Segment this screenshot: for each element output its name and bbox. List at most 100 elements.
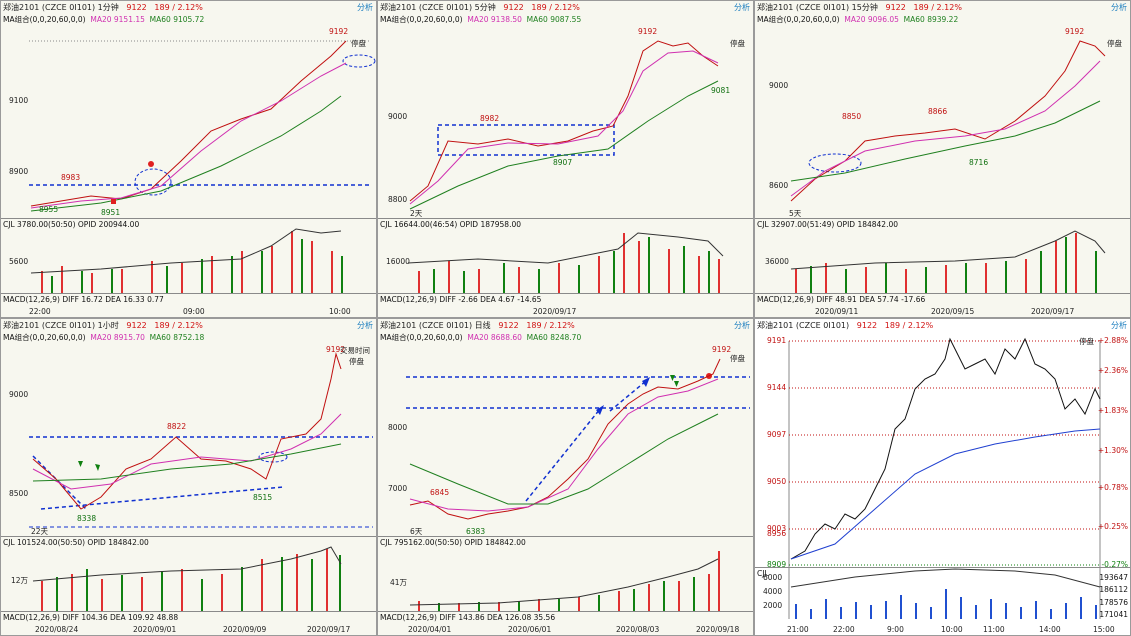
- high-label: 9192: [712, 345, 732, 354]
- period-label[interactable]: 1小时: [97, 321, 119, 330]
- last-price: 9122: [126, 3, 147, 12]
- y-tick: 9191: [767, 336, 787, 345]
- high-label: 9192: [1065, 27, 1085, 36]
- price-mark: 8983: [61, 173, 81, 182]
- price-mark: 8338: [77, 514, 97, 523]
- chart-canvas: [406, 358, 750, 611]
- panel-header: 郑油2101 (CZCE 0I101) 日线 9122 189 / 2.12%: [380, 320, 751, 331]
- x-date: 2020/09/18: [696, 625, 740, 634]
- x-time: 22:00: [833, 625, 855, 634]
- pct-tick: +1.30%: [1097, 446, 1128, 455]
- symbol-name: 郑油2101: [3, 3, 40, 12]
- x-time: 15:00: [1093, 625, 1115, 634]
- status-tag: 停盘: [730, 39, 745, 48]
- vol-tick: 6000: [763, 573, 783, 582]
- high-label: 9192: [638, 27, 658, 36]
- symbol-code: (CZCE 0I101): [41, 3, 96, 12]
- range-tag: 5天: [789, 209, 802, 218]
- price-mark: 8866: [928, 107, 948, 116]
- ma-legend: MA组合(0,0,20,60,0,0) MA20 8915.70 MA60 87…: [3, 332, 204, 342]
- vol-tick: 41万: [390, 578, 408, 587]
- analysis-icon[interactable]: 分析: [357, 321, 373, 330]
- macd-header: MACD(12,26,9) DIFF 48.91 DEA 57.74 -17.6…: [757, 295, 926, 304]
- analysis-icon[interactable]: 分析: [1111, 321, 1127, 330]
- ma20-value: MA20 9096.05: [844, 15, 899, 24]
- panel-header: 郑油2101 (CZCE 0I101) 1分钟 9122 189 / 2.12%: [3, 2, 374, 13]
- price-mark: 8951: [101, 208, 121, 217]
- ma-legend: MA组合(0,0,20,60,0,0) MA20 8688.60 MA60 82…: [380, 332, 581, 342]
- ma20-value: MA20 8688.60: [467, 333, 522, 342]
- analysis-icon[interactable]: 分析: [734, 321, 750, 330]
- chart-panel-1hour[interactable]: 郑油2101 (CZCE 0I101) 1小时 9122 189 / 2.12%…: [0, 318, 377, 636]
- y-tick: 8900: [9, 167, 29, 176]
- analysis-icon[interactable]: 分析: [1111, 3, 1127, 12]
- range-tag: 2天: [410, 209, 423, 218]
- price-mark: 8907: [553, 158, 573, 167]
- y-tick: 7000: [388, 484, 408, 493]
- y-tick: 8500: [9, 489, 29, 498]
- pct-tick: +2.36%: [1097, 366, 1128, 375]
- symbol-name: 郑油2101: [380, 3, 417, 12]
- y-tick: 9144: [767, 383, 787, 392]
- price-mark: 8716: [969, 158, 989, 167]
- macd-header: MACD(12,26,9) DIFF 143.86 DEA 126.08 35.…: [380, 613, 556, 622]
- ma60-value: MA60 8939.22: [903, 15, 959, 24]
- panel-header: 郑油2101 (CZCE 0I101) 1小时 9122 189 / 2.12%: [3, 320, 374, 331]
- price-mark: 6383: [466, 527, 486, 536]
- analysis-icon[interactable]: 分析: [357, 3, 373, 12]
- ma-legend: MA组合(0,0,20,60,0,0) MA20 9151.15 MA60 91…: [3, 14, 204, 24]
- period-label[interactable]: 日线: [474, 321, 491, 330]
- volume-header: CJL 101524.00(50:50) OPID 184842.00: [3, 538, 149, 547]
- chart-panel-15min[interactable]: 郑油2101 (CZCE 0I101) 15分钟 9122 189 / 2.12…: [754, 0, 1131, 318]
- last-price: 9122: [498, 321, 519, 330]
- y-tick: 9050: [767, 477, 787, 486]
- price-change: 189 / 2.12%: [913, 3, 962, 12]
- ma-label: MA组合(0,0,20,60,0,0): [757, 15, 840, 24]
- vol-tick: 12万: [11, 576, 29, 585]
- price-change: 189 / 2.12%: [154, 321, 203, 330]
- x-time: 10:00: [941, 625, 963, 634]
- period-label[interactable]: 15分钟: [851, 3, 878, 12]
- vol-tick: 5600: [9, 257, 29, 266]
- x-date: 2020/06/01: [508, 625, 552, 634]
- y-tick: 8800: [388, 195, 408, 204]
- analysis-icon[interactable]: 分析: [734, 3, 750, 12]
- price-mark: 8982: [480, 114, 500, 123]
- period-label[interactable]: 5分钟: [474, 3, 496, 12]
- y-tick: 9097: [767, 430, 787, 439]
- chart-canvas: [29, 40, 376, 293]
- chart-panel-daily[interactable]: 郑油2101 (CZCE 0I101) 日线 9122 189 / 2.12% …: [377, 318, 754, 636]
- macd-header: MACD(12,26,9) DIFF -2.66 DEA 4.67 -14.65: [380, 295, 542, 304]
- x-time: 14:00: [1039, 625, 1061, 634]
- chart-panel-intraday[interactable]: 郑油2101 (CZCE 0I101) 9122 189 / 2.12% 分析: [754, 318, 1131, 636]
- x-time: 11:00: [983, 625, 1005, 634]
- y-tick: 9000: [769, 81, 789, 90]
- vol-tick: 4000: [763, 587, 783, 596]
- chart-panel-1min[interactable]: 郑油2101 (CZCE 0I101) 1分钟 9122 189 / 2.12%…: [0, 0, 377, 318]
- price-change: 189 / 2.12%: [531, 3, 580, 12]
- period-label[interactable]: 1分钟: [97, 3, 119, 12]
- y-tick: 8956: [767, 529, 787, 538]
- symbol-code: (CZCE 0I101): [41, 321, 96, 330]
- last-price: 9122: [885, 3, 906, 12]
- status-tag: 停盘: [349, 357, 364, 366]
- macd-header: MACD(12,26,9) DIFF 104.36 DEA 109.92 48.…: [3, 613, 179, 622]
- ma-label: MA组合(0,0,20,60,0,0): [3, 15, 86, 24]
- price-mark: 8822: [167, 422, 187, 431]
- ma20-value: MA20 8915.70: [90, 333, 145, 342]
- status-tag: 停盘: [1079, 337, 1094, 346]
- x-date: 2020/09/09: [223, 625, 267, 634]
- chart-panel-5min[interactable]: 郑油2101 (CZCE 0I101) 5分钟 9122 189 / 2.12%…: [377, 0, 754, 318]
- x-date: 22:00: [29, 307, 51, 316]
- ma-label: MA组合(0,0,20,60,0,0): [380, 333, 463, 342]
- x-date: 2020/09/17: [533, 307, 577, 316]
- ma60-value: MA60 8752.18: [149, 333, 205, 342]
- status-tag: 交易时间: [340, 346, 370, 355]
- ma-legend: MA组合(0,0,20,60,0,0) MA20 9138.50 MA60 90…: [380, 14, 581, 24]
- price-change: 189 / 2.12%: [154, 3, 203, 12]
- y-tick: 9100: [9, 96, 29, 105]
- symbol-name: 郑油2101: [3, 321, 40, 330]
- price-mark: 9081: [711, 86, 731, 95]
- volume-header: CJL 32907.00(51:49) OPID 184842.00: [757, 220, 899, 229]
